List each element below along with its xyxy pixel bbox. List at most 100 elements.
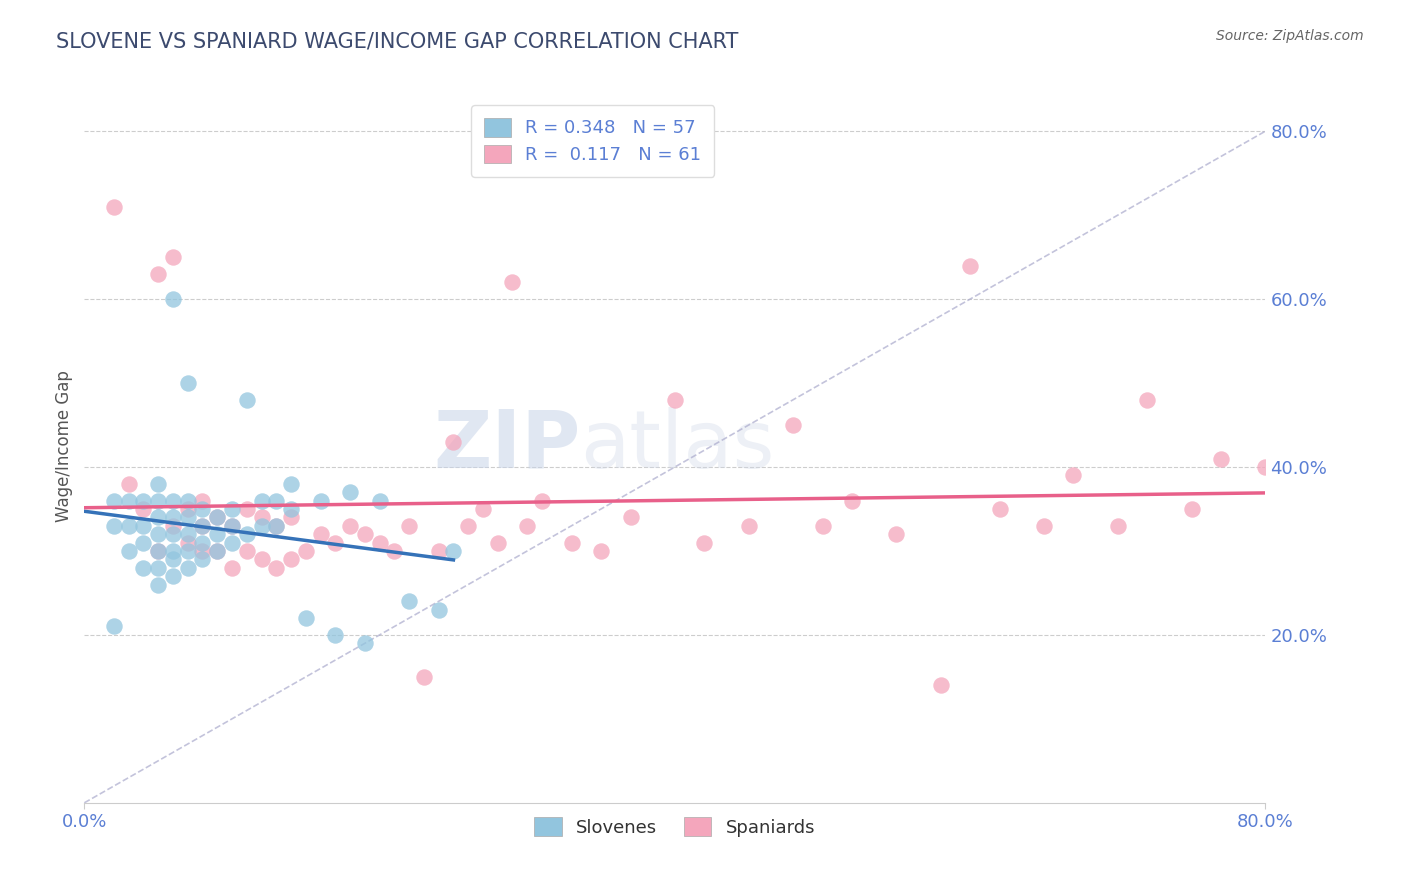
Point xyxy=(177,502,200,516)
Point xyxy=(162,527,184,541)
Point xyxy=(427,603,450,617)
Point xyxy=(811,518,834,533)
Point xyxy=(221,560,243,574)
Point xyxy=(266,560,288,574)
Point xyxy=(398,518,420,533)
Text: ZIP: ZIP xyxy=(433,407,581,485)
Point xyxy=(118,476,141,491)
Point xyxy=(250,518,273,533)
Point xyxy=(295,611,318,625)
Y-axis label: Wage/Income Gap: Wage/Income Gap xyxy=(55,370,73,522)
Point xyxy=(177,510,200,524)
Point xyxy=(280,510,302,524)
Point xyxy=(177,376,200,390)
Point xyxy=(191,544,214,558)
Point xyxy=(443,434,465,449)
Point xyxy=(501,275,523,289)
Point xyxy=(191,502,214,516)
Point xyxy=(354,527,377,541)
Point xyxy=(693,535,716,549)
Point xyxy=(591,544,613,558)
Point xyxy=(103,493,125,508)
Point xyxy=(295,544,318,558)
Point xyxy=(427,544,450,558)
Point xyxy=(132,518,155,533)
Point xyxy=(841,493,863,508)
Point xyxy=(132,560,155,574)
Point xyxy=(207,544,229,558)
Point xyxy=(236,392,259,407)
Point xyxy=(103,518,125,533)
Point xyxy=(280,476,302,491)
Point xyxy=(959,259,981,273)
Point xyxy=(191,518,214,533)
Point xyxy=(221,502,243,516)
Point xyxy=(148,544,170,558)
Point xyxy=(1063,468,1085,483)
Point xyxy=(1033,518,1056,533)
Point xyxy=(664,392,686,407)
Point xyxy=(162,510,184,524)
Point xyxy=(177,527,200,541)
Point xyxy=(561,535,583,549)
Point xyxy=(162,250,184,264)
Point xyxy=(250,493,273,508)
Point xyxy=(103,619,125,633)
Point xyxy=(354,636,377,650)
Point xyxy=(988,502,1011,516)
Point xyxy=(207,510,229,524)
Legend: Slovenes, Spaniards: Slovenes, Spaniards xyxy=(527,810,823,844)
Point xyxy=(221,518,243,533)
Text: Source: ZipAtlas.com: Source: ZipAtlas.com xyxy=(1216,29,1364,43)
Point xyxy=(398,594,420,608)
Point xyxy=(325,535,347,549)
Point xyxy=(1181,502,1204,516)
Point xyxy=(191,552,214,566)
Point xyxy=(266,493,288,508)
Point xyxy=(148,476,170,491)
Point xyxy=(207,510,229,524)
Point xyxy=(782,417,804,432)
Point xyxy=(250,510,273,524)
Point xyxy=(118,518,141,533)
Point xyxy=(1107,518,1129,533)
Point xyxy=(339,485,361,500)
Point xyxy=(368,535,391,549)
Point xyxy=(132,493,155,508)
Point xyxy=(132,535,155,549)
Point xyxy=(929,678,952,692)
Point xyxy=(531,493,554,508)
Point xyxy=(620,510,643,524)
Point xyxy=(162,292,184,306)
Point xyxy=(250,552,273,566)
Point xyxy=(207,527,229,541)
Point xyxy=(177,560,200,574)
Point xyxy=(162,544,184,558)
Point xyxy=(221,535,243,549)
Point xyxy=(280,552,302,566)
Point xyxy=(177,493,200,508)
Point xyxy=(162,518,184,533)
Point xyxy=(457,518,479,533)
Point xyxy=(207,544,229,558)
Point xyxy=(162,552,184,566)
Point xyxy=(325,628,347,642)
Point xyxy=(236,527,259,541)
Point xyxy=(177,544,200,558)
Point xyxy=(103,200,125,214)
Point xyxy=(1211,451,1233,466)
Point xyxy=(191,535,214,549)
Point xyxy=(148,560,170,574)
Text: SLOVENE VS SPANIARD WAGE/INCOME GAP CORRELATION CHART: SLOVENE VS SPANIARD WAGE/INCOME GAP CORR… xyxy=(56,31,738,51)
Point xyxy=(191,518,214,533)
Point xyxy=(148,510,170,524)
Point xyxy=(148,267,170,281)
Point xyxy=(1136,392,1159,407)
Text: atlas: atlas xyxy=(581,407,775,485)
Point xyxy=(738,518,761,533)
Point xyxy=(309,527,332,541)
Point xyxy=(148,493,170,508)
Point xyxy=(118,493,141,508)
Point xyxy=(221,518,243,533)
Point xyxy=(148,577,170,591)
